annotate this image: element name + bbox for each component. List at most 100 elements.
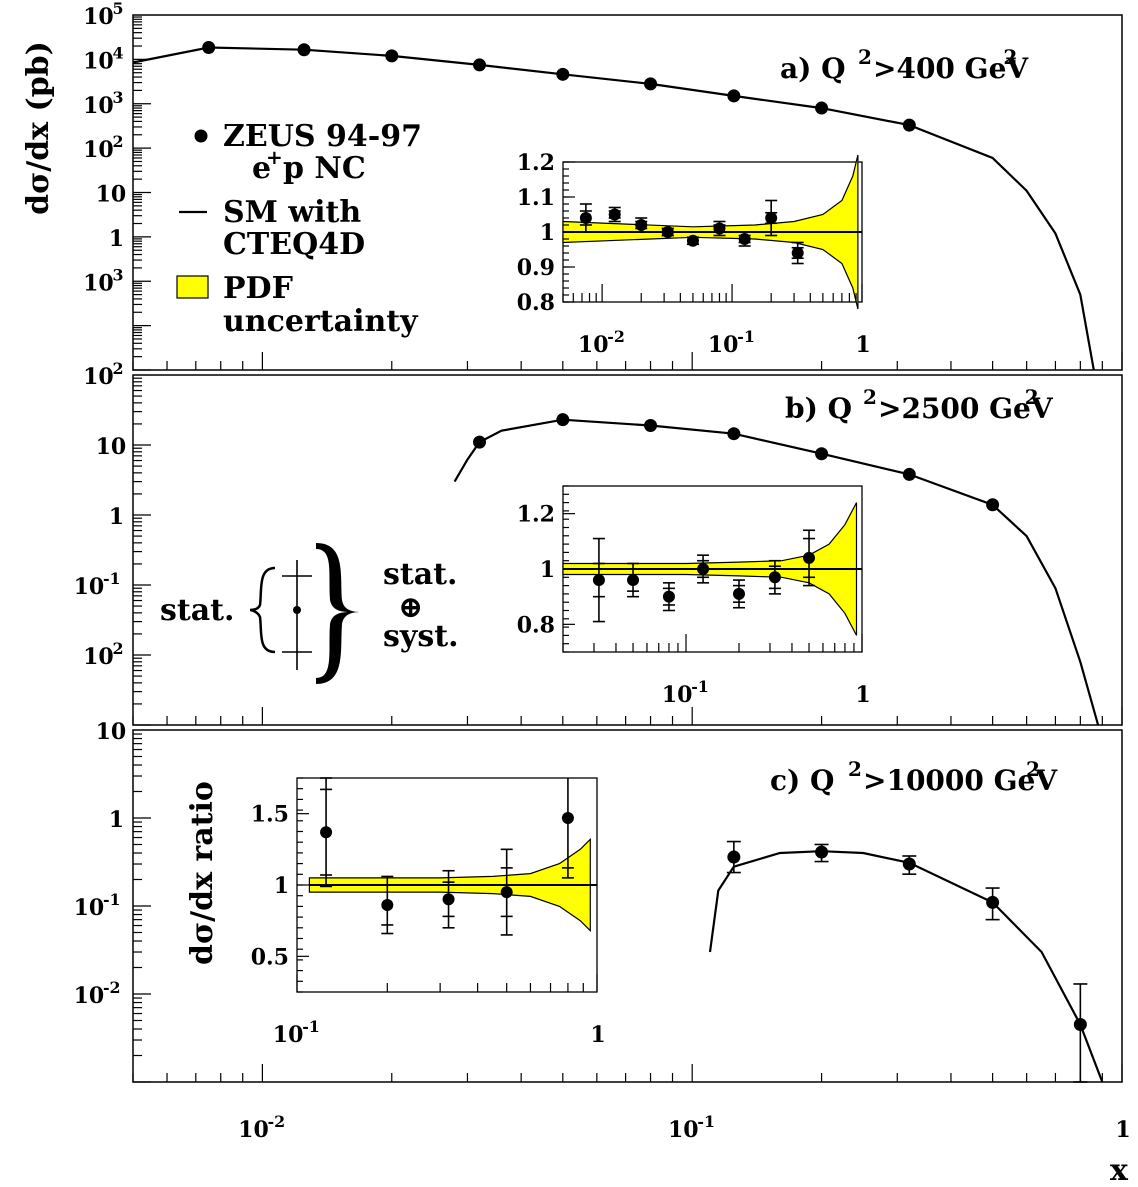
data-point xyxy=(727,427,741,441)
x-tick-labels: 10-2 10-1 1 xyxy=(238,1112,1131,1143)
ratio-point xyxy=(608,208,621,221)
y-ticks xyxy=(133,377,151,726)
inset-y-tick-label: 1.5 xyxy=(251,802,289,828)
ratio-point xyxy=(662,590,675,603)
legend-sm-label: SM with xyxy=(223,195,361,230)
panel-title-text: b) Q xyxy=(785,392,852,425)
legend-data-label: ZEUS 94-97 xyxy=(223,119,422,154)
tick-label-base: 10 xyxy=(578,332,609,358)
tick-label-exponent: 3 xyxy=(112,88,123,107)
data-point xyxy=(473,435,487,449)
tick-label-base: 10 xyxy=(662,682,693,708)
y-tick-label: 1 xyxy=(109,807,124,833)
data-point xyxy=(902,118,916,132)
x-axis-title: x xyxy=(1110,1153,1129,1187)
legend-data-label: e xyxy=(252,151,271,186)
y-tick-label: 10-1 xyxy=(74,890,121,921)
ratio-point xyxy=(627,574,640,587)
inset-y-tick-label: 0.8 xyxy=(517,612,555,638)
tick-label-base: 10 xyxy=(83,48,114,74)
tick-label-base: 10 xyxy=(74,574,105,600)
inset-x-tick-label: 10-1 xyxy=(708,327,755,358)
inset-b: 1.2 1 0.8 10-1 1 xyxy=(517,485,871,708)
data-point xyxy=(815,845,829,859)
tick-label-base: 10 xyxy=(83,270,114,296)
tick-label-base: 1 xyxy=(1115,1117,1130,1143)
error-key-large-brace xyxy=(316,543,362,684)
y-tick-label: 1 xyxy=(109,226,124,252)
y-tick-label: 105 xyxy=(83,0,123,30)
tick-label-base: 10 xyxy=(238,1117,269,1143)
x-tick-label: 1 xyxy=(1115,1117,1130,1143)
legend-data-label-sup: + xyxy=(266,145,283,169)
panel-title-sup: 2 xyxy=(863,385,877,409)
ratio-point xyxy=(635,219,648,231)
legend-data-label: p NC xyxy=(283,151,366,186)
inset-y-tick-label: 1.1 xyxy=(517,185,555,211)
ratio-point xyxy=(500,886,513,899)
y-ticks xyxy=(133,733,151,1083)
tick-label-exponent: -2 xyxy=(268,1112,286,1131)
inset-x-tick-label: 10-1 xyxy=(273,1017,320,1048)
ratio-point xyxy=(732,587,745,600)
tick-label-base: 10 xyxy=(83,644,114,670)
y-ticks xyxy=(133,16,151,371)
tick-label-base: 1 xyxy=(109,504,124,530)
tick-label-base: 10 xyxy=(96,434,127,460)
legend-band-swatch xyxy=(176,275,209,299)
ratio-point xyxy=(661,226,674,238)
inset-y-tick-label: 0.5 xyxy=(251,944,289,970)
panel-title-sup: 2 xyxy=(1003,45,1017,69)
inset-y-tick-label: 1.2 xyxy=(517,150,555,176)
tick-label-exponent: 4 xyxy=(112,43,123,62)
y-tick-label: 10 xyxy=(96,182,127,208)
panel-title-text: >10000 GeV xyxy=(863,764,1058,797)
inset-x-tick-label: 1 xyxy=(590,1022,605,1048)
tick-label-base: 10 xyxy=(708,332,739,358)
y-tick-label: 10 xyxy=(96,719,127,745)
data-point xyxy=(727,89,741,103)
error-key-oplus: ⊕ xyxy=(398,590,423,625)
panel-title-text: a) Q xyxy=(780,52,846,85)
tick-label-exponent: 2 xyxy=(112,132,123,151)
y-tick-label: 104 xyxy=(83,43,123,74)
legend-pdf-label: uncertainty xyxy=(223,304,419,339)
tick-label-exponent: -2 xyxy=(103,978,121,997)
error-key-small-brace xyxy=(249,566,276,654)
inset-y-tick-label: 1.2 xyxy=(517,502,555,528)
data-point xyxy=(644,77,658,91)
tick-label-exponent: -1 xyxy=(103,569,121,588)
tick-label-base: 1 xyxy=(590,1022,605,1048)
ratio-point xyxy=(791,247,804,259)
data-point xyxy=(902,467,916,481)
inset-y-tick-label: 0.8 xyxy=(517,290,555,316)
inset-x-ticks xyxy=(562,634,863,652)
data-point xyxy=(556,67,570,81)
y-tick-label: 102 xyxy=(83,132,123,163)
tick-label-base: 10 xyxy=(96,182,127,208)
x-tick-label: 10-1 xyxy=(668,1112,715,1143)
ratio-point xyxy=(686,234,699,247)
tick-label-base: 10 xyxy=(74,983,105,1009)
y-tick-label: 102 xyxy=(83,359,123,390)
data-point xyxy=(556,413,570,427)
error-key: stat.stat.⊕syst. xyxy=(160,543,459,684)
tick-label-base: 1 xyxy=(855,682,870,708)
error-key-point xyxy=(293,606,301,614)
data-point xyxy=(202,41,216,55)
legend-pdf-label: PDF xyxy=(223,271,293,306)
tick-label-base: 10 xyxy=(74,895,105,921)
inset-c: 1.5 1 0.5 10-1 1 xyxy=(251,777,606,1048)
panel-title-text: c) Q xyxy=(770,764,834,797)
ratio-point xyxy=(768,571,781,584)
inset-y-tick-label: 1 xyxy=(540,220,555,246)
tick-label-base: 1 xyxy=(109,226,124,252)
x-tick-label: 10-2 xyxy=(238,1112,285,1143)
tick-label-exponent: -2 xyxy=(607,327,625,346)
